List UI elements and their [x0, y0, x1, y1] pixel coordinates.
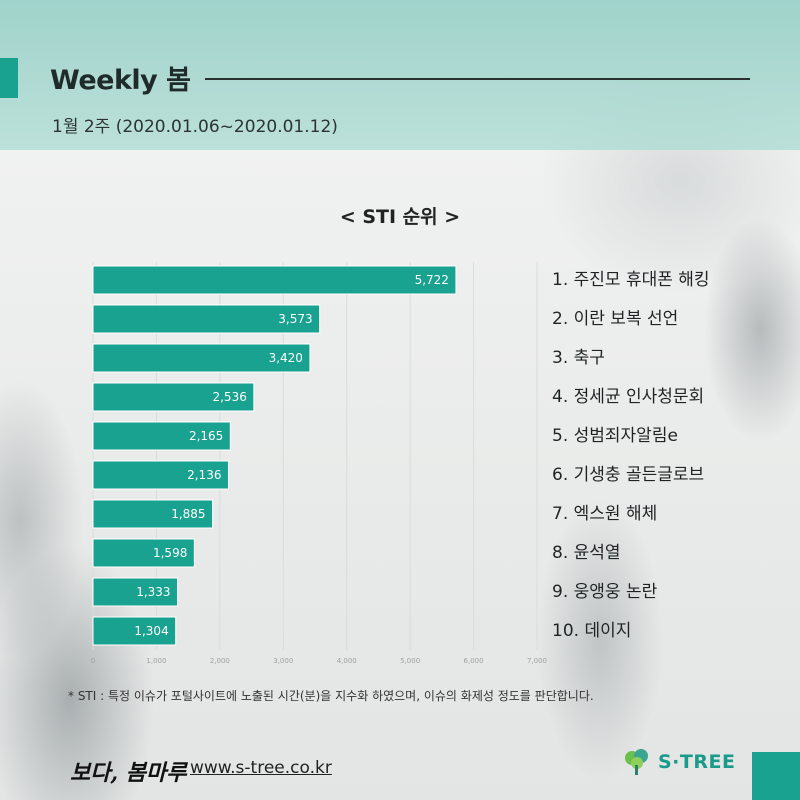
corner-accent: [752, 752, 800, 800]
bar: [92, 460, 229, 490]
logo-text: S·TREE: [658, 751, 736, 773]
footer-url-link[interactable]: www.s-tree.co.kr: [190, 758, 332, 778]
bar: [92, 538, 195, 568]
date-range-subtitle: 1월 2주 (2020.01.06~2020.01.12): [52, 117, 338, 137]
bar-value-label: 1,885: [171, 507, 205, 521]
footnote: * STI : 특정 이슈가 포털사이트에 노출된 시간(분)을 지수화 하였으…: [68, 689, 594, 703]
bar: [92, 577, 179, 607]
rank-item: 7. 엑스원 해체: [552, 504, 658, 524]
x-tick-label: 7,000: [527, 657, 547, 665]
bar-value-label: 1,598: [153, 546, 187, 560]
stree-logo: S·TREE: [622, 748, 735, 776]
bar-value-label: 2,136: [187, 468, 221, 482]
bar: [92, 616, 177, 646]
rank-item: 5. 성범죄자알림e: [552, 426, 678, 446]
bar-value-label: 2,536: [212, 390, 246, 404]
rank-item: 8. 윤석열: [552, 543, 621, 563]
rank-item: 4. 정세균 인사청문회: [552, 387, 705, 407]
x-tick-label: 0: [91, 657, 95, 665]
bar-value-label: 3,420: [269, 351, 303, 365]
title-divider: [205, 78, 750, 80]
header-band: [0, 0, 800, 150]
chart-title: < STI 순위 >: [339, 206, 461, 228]
chart-x-ticks: 0 1,000 2,000 3,000 4,000 5,000 6,000 7,000: [91, 657, 547, 665]
rank-item: 10. 데이지: [552, 621, 632, 641]
bar-value-label: 5,722: [415, 273, 449, 287]
rank-item: 2. 이란 보복 선언: [552, 309, 679, 329]
x-tick-label: 1,000: [146, 657, 166, 665]
ranking-list: 1. 주진모 휴대폰 해킹 2. 이란 보복 선언 3. 축구 4. 정세균 인사청문…: [552, 266, 710, 656]
tree-icon: [625, 749, 648, 775]
chart-bars: 5,722 3,573 3,420 2,536 2,165 2,136 1,885 1,598…: [92, 265, 457, 646]
header-accent-block: [0, 58, 18, 98]
rank-item: 1. 주진모 휴대폰 해킹: [552, 270, 710, 290]
bar: [92, 382, 255, 412]
x-tick-label: 5,000: [400, 657, 420, 665]
bar: [92, 265, 457, 295]
bar-value-label: 3,573: [278, 312, 312, 326]
rank-item: 6. 기생충 골든글로브: [552, 465, 705, 485]
x-tick-label: 3,000: [273, 657, 293, 665]
bar: [92, 421, 231, 451]
bar: [92, 499, 214, 529]
x-tick-label: 4,000: [337, 657, 357, 665]
bar-value-label: 2,165: [189, 429, 223, 443]
bar-value-label: 1,304: [134, 624, 168, 638]
bar: [92, 304, 321, 334]
footer-brand: 보다, 봄마루: [70, 760, 187, 786]
x-tick-label: 6,000: [464, 657, 484, 665]
rank-item: 3. 축구: [552, 348, 605, 368]
page-title: Weekly 봄: [50, 65, 191, 96]
bar-value-label: 1,333: [136, 585, 170, 599]
x-tick-label: 2,000: [210, 657, 230, 665]
rank-item: 9. 웅앵웅 논란: [552, 582, 658, 602]
bar: [92, 343, 311, 373]
